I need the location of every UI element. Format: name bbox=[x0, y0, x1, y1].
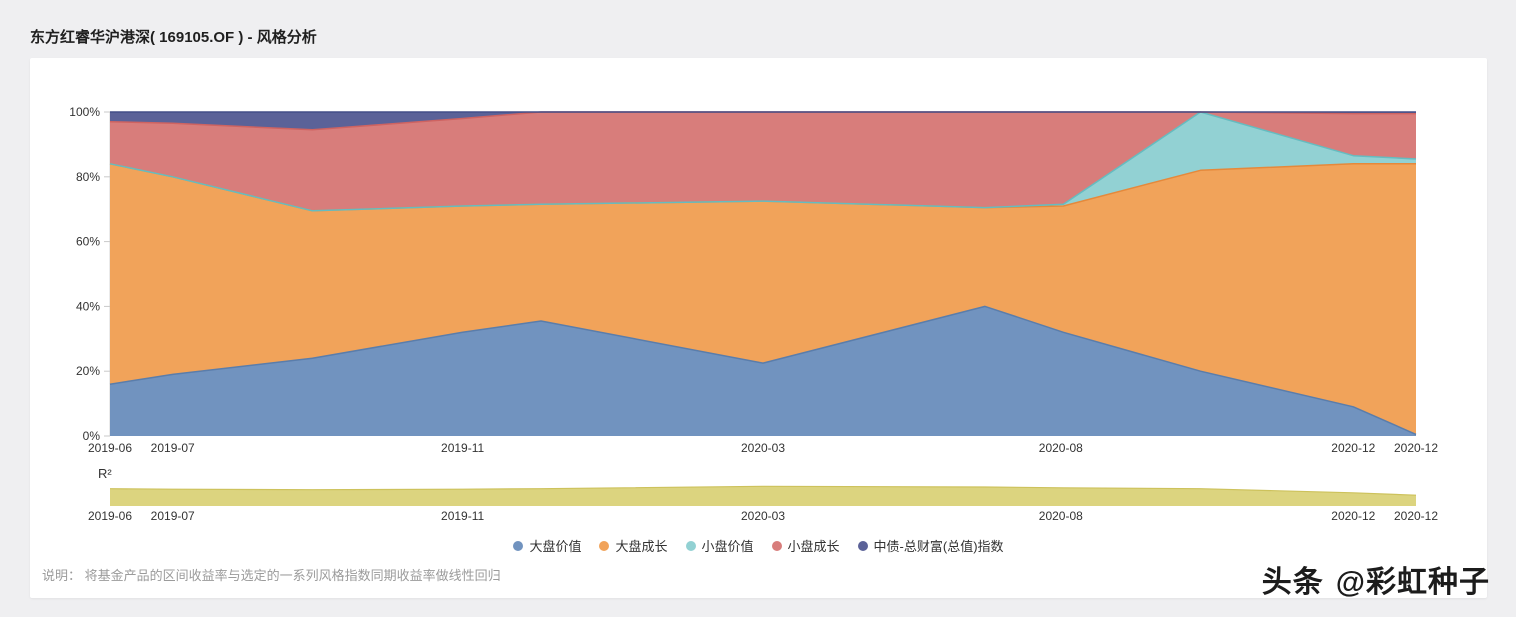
r2-line bbox=[109, 485, 1417, 496]
x-axis-label: 2019-07 bbox=[151, 509, 195, 523]
legend-item-4[interactable]: 中债-总财富(总值)指数 bbox=[857, 536, 1004, 555]
r2-area bbox=[110, 486, 1416, 506]
analysis-note: 说明： 将基金产品的区间收益率与选定的一系列风格指数同期收益率做线性回归 bbox=[42, 565, 501, 584]
area-series-0 bbox=[110, 306, 1416, 436]
style-analysis-stacked-area-chart: 0% 20% 40% 60% 80% 100% 2019-06 2019-07 2019-11 2… bbox=[69, 105, 1438, 455]
page-title: 东方红睿华沪港深( 169105.OF ) - 风格分析 bbox=[30, 29, 317, 46]
area-series-1 bbox=[110, 163, 1416, 435]
legend-dot-icon bbox=[599, 540, 610, 551]
legend: 大盘价值 大盘成长 小盘价值 小盘成长 中债-总财富(总值)指数 bbox=[30, 536, 1487, 555]
legend-label: 小盘成长 bbox=[787, 539, 840, 554]
watermark-brand: 头条 bbox=[1261, 566, 1324, 599]
legend-label: 小盘价值 bbox=[701, 539, 754, 554]
x-axis-label: 2020-12 bbox=[1331, 441, 1375, 455]
r2-label: R² bbox=[98, 466, 112, 481]
x-axis-label: 2019-07 bbox=[151, 441, 195, 455]
x-axis-label: 2020-12 bbox=[1394, 441, 1438, 455]
x-axis-label: 2019-11 bbox=[441, 441, 484, 455]
x-axis-label: 2019-06 bbox=[88, 441, 132, 455]
y-axis-label: 40% bbox=[76, 299, 100, 313]
legend-label: 中债-总财富(总值)指数 bbox=[873, 539, 1004, 554]
x-axis-label: 2020-03 bbox=[741, 441, 785, 455]
x-axis-label: 2020-08 bbox=[1039, 509, 1083, 523]
r2-area-chart: R² 2019-06 2019-07 2019-11 2020-03 2020-08 202… bbox=[88, 466, 1438, 523]
note-text: 将基金产品的区间收益率与选定的一系列风格指数同期收益率做线性回归 bbox=[84, 568, 501, 583]
x-axis-label: 2020-03 bbox=[741, 509, 785, 523]
y-axis-label: 100% bbox=[69, 105, 100, 119]
x-axis-label: 2019-06 bbox=[88, 509, 132, 523]
area-series-4 bbox=[110, 112, 1416, 130]
chart-card: 0% 20% 40% 60% 80% 100% 2019-06 2019-07 2019-11 2… bbox=[30, 58, 1487, 598]
legend-dot-icon bbox=[685, 540, 696, 551]
legend-dot-icon bbox=[857, 540, 868, 551]
legend-item-1[interactable]: 大盘成长 bbox=[599, 536, 668, 555]
y-axis-label: 0% bbox=[83, 429, 101, 443]
line-series-0 bbox=[109, 305, 1417, 436]
y-axis-label: 80% bbox=[76, 170, 100, 184]
legend-dot-icon bbox=[513, 540, 524, 551]
legend-item-0[interactable]: 大盘价值 bbox=[513, 536, 581, 555]
legend-label: 大盘价值 bbox=[529, 539, 582, 554]
y-axis-label: 20% bbox=[76, 364, 100, 378]
watermark-handle: @彩虹种子 bbox=[1335, 566, 1490, 599]
x-axis-label: 2019-11 bbox=[441, 509, 484, 523]
x-axis-label: 2020-08 bbox=[1039, 441, 1083, 455]
area-series-2 bbox=[110, 112, 1416, 211]
watermark: 头条 @彩虹种子 bbox=[1262, 557, 1490, 601]
x-axis-label: 2020-12 bbox=[1394, 509, 1438, 523]
legend-item-2[interactable]: 小盘价值 bbox=[685, 536, 754, 555]
y-axis-label: 60% bbox=[76, 235, 100, 249]
legend-label: 大盘成长 bbox=[615, 539, 668, 554]
x-axis-label: 2020-12 bbox=[1331, 509, 1375, 523]
legend-item-3[interactable]: 小盘成长 bbox=[771, 536, 840, 555]
line-series-2 bbox=[109, 111, 1417, 212]
note-label: 说明： bbox=[42, 568, 82, 583]
legend-dot-icon bbox=[771, 540, 782, 551]
